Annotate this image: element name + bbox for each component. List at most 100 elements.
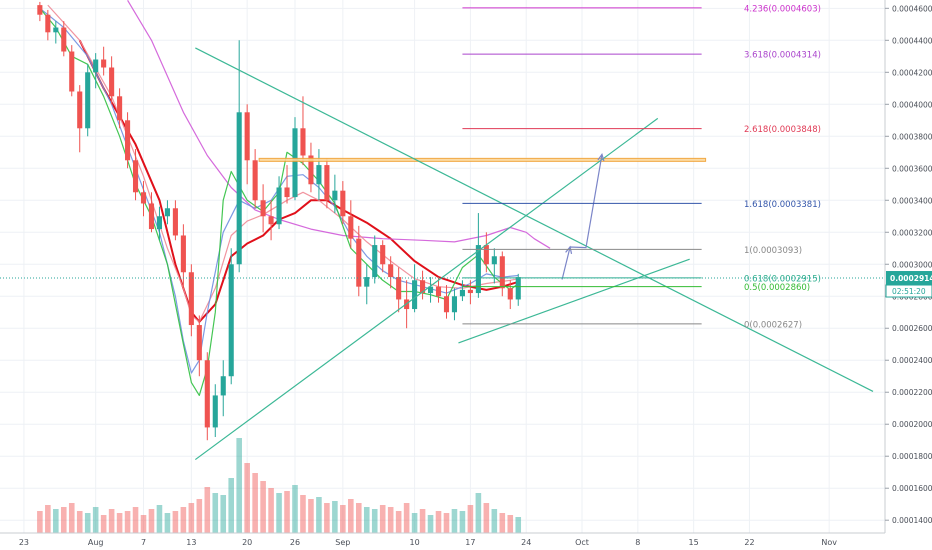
candle-body (276, 187, 282, 225)
volume-bar (76, 511, 83, 533)
volume-bar (467, 505, 474, 533)
candle-body (364, 277, 370, 287)
candle-body (435, 286, 442, 297)
price-axis[interactable]: 0.0001400 0.0001600 0.0001800 0.0002000 0.00… (884, 0, 932, 550)
volume-bar (491, 509, 498, 533)
volume-bar (156, 505, 163, 533)
price-tick-label: 0.0001800 (892, 452, 932, 461)
price-tick-label: 0.0003800 (892, 132, 932, 141)
candle-body (443, 296, 450, 313)
time-axis[interactable]: 23 Aug 7 13 20 26 Sep 10 17 24 Oct 8 15 22 Nov (0, 532, 932, 550)
volume-bar (451, 509, 458, 533)
volume-bar (140, 515, 147, 533)
projection-arrowhead (597, 153, 605, 162)
volume-bar (228, 478, 235, 533)
candle-body (499, 256, 505, 289)
price-tick-label: 0.0003400 (892, 196, 932, 205)
fib-level-label: 0(0.0002627) (744, 320, 802, 330)
candle-body (164, 208, 170, 217)
volume-bar (236, 438, 242, 533)
price-tick-label: 0.0004200 (892, 68, 932, 77)
price-tick-label: 0.0002000 (892, 420, 932, 429)
candle-body (451, 296, 458, 313)
candle-body (109, 67, 115, 97)
candle-body (459, 289, 465, 297)
volume-bar (180, 507, 187, 533)
candle-body (252, 160, 258, 201)
current-price-badge (886, 271, 932, 286)
volume-bar (459, 511, 466, 533)
candle-body (268, 216, 274, 225)
candle-body (380, 245, 386, 265)
time-tick-label: 10 (410, 538, 420, 547)
volume-bar (292, 485, 298, 533)
candle-body (260, 200, 266, 217)
volume-bar (212, 493, 219, 533)
candle-body (372, 245, 378, 278)
time-axis-background (0, 533, 932, 550)
fib-level-label: 1(0.0003093) (744, 246, 802, 256)
candle-body (180, 235, 186, 273)
candle-body (148, 203, 155, 230)
candle-body (340, 190, 346, 217)
volume-bar (124, 511, 131, 533)
price-tick-label: 0.0004400 (892, 36, 932, 45)
moving-average-line (47, 4, 519, 323)
candle-body (93, 59, 99, 73)
volume-bar (435, 511, 442, 533)
volume-bar (116, 513, 123, 533)
time-tick-label: 7 (141, 538, 146, 547)
candlesticks (37, 1, 521, 441)
candle-body (228, 264, 234, 377)
time-tick-label: 15 (689, 538, 699, 547)
volume-bar (100, 515, 107, 533)
candle-body (132, 160, 139, 193)
candle-body (196, 325, 202, 361)
volume-bar (340, 505, 346, 533)
volume-bar (443, 513, 450, 533)
trendline (458, 258, 690, 344)
volume-bar (60, 507, 67, 533)
chart-grid (0, 0, 885, 533)
volume-bar (252, 473, 258, 533)
candle-body (308, 155, 314, 185)
candle-body (53, 27, 59, 33)
fib-level-label: 0.618(0.0002915) (744, 274, 821, 284)
projection-path (561, 154, 603, 280)
volume-bar (220, 495, 227, 533)
time-tick-label: Sep (335, 538, 350, 547)
volume-bar (148, 509, 155, 533)
volume-bar (53, 509, 59, 533)
volume-bar (427, 515, 434, 533)
time-tick-label: 17 (465, 538, 475, 547)
time-tick-label: 26 (290, 538, 300, 547)
time-tick-label: Aug (88, 538, 104, 547)
candle-body (156, 216, 163, 230)
projection-arrowhead (565, 245, 573, 254)
candle-body (427, 286, 434, 294)
volume-bar (260, 481, 266, 533)
fib-level-label: 4.236(0.0004603) (744, 4, 821, 14)
candle-body (284, 187, 290, 198)
volume-bar (84, 513, 91, 533)
volume-bar (172, 511, 179, 533)
trendline (194, 117, 659, 461)
volume-bar (196, 499, 203, 533)
time-tick-label: 22 (744, 538, 754, 547)
price-tick-label: 0.0002400 (892, 356, 932, 365)
candle-body (37, 5, 43, 15)
candle-body (300, 128, 306, 156)
volume-bar (244, 463, 250, 533)
volume-bar (403, 503, 410, 533)
candle-body (117, 96, 123, 121)
volume-bar (475, 493, 482, 533)
candle-body (188, 272, 194, 326)
volume-bar (371, 509, 378, 533)
time-tick-label: 24 (521, 538, 531, 547)
time-tick-label: 23 (19, 538, 29, 547)
volume-bar (411, 513, 418, 533)
volume-bar (300, 495, 306, 533)
volume-bar (164, 513, 171, 533)
volume-bar (387, 507, 394, 533)
